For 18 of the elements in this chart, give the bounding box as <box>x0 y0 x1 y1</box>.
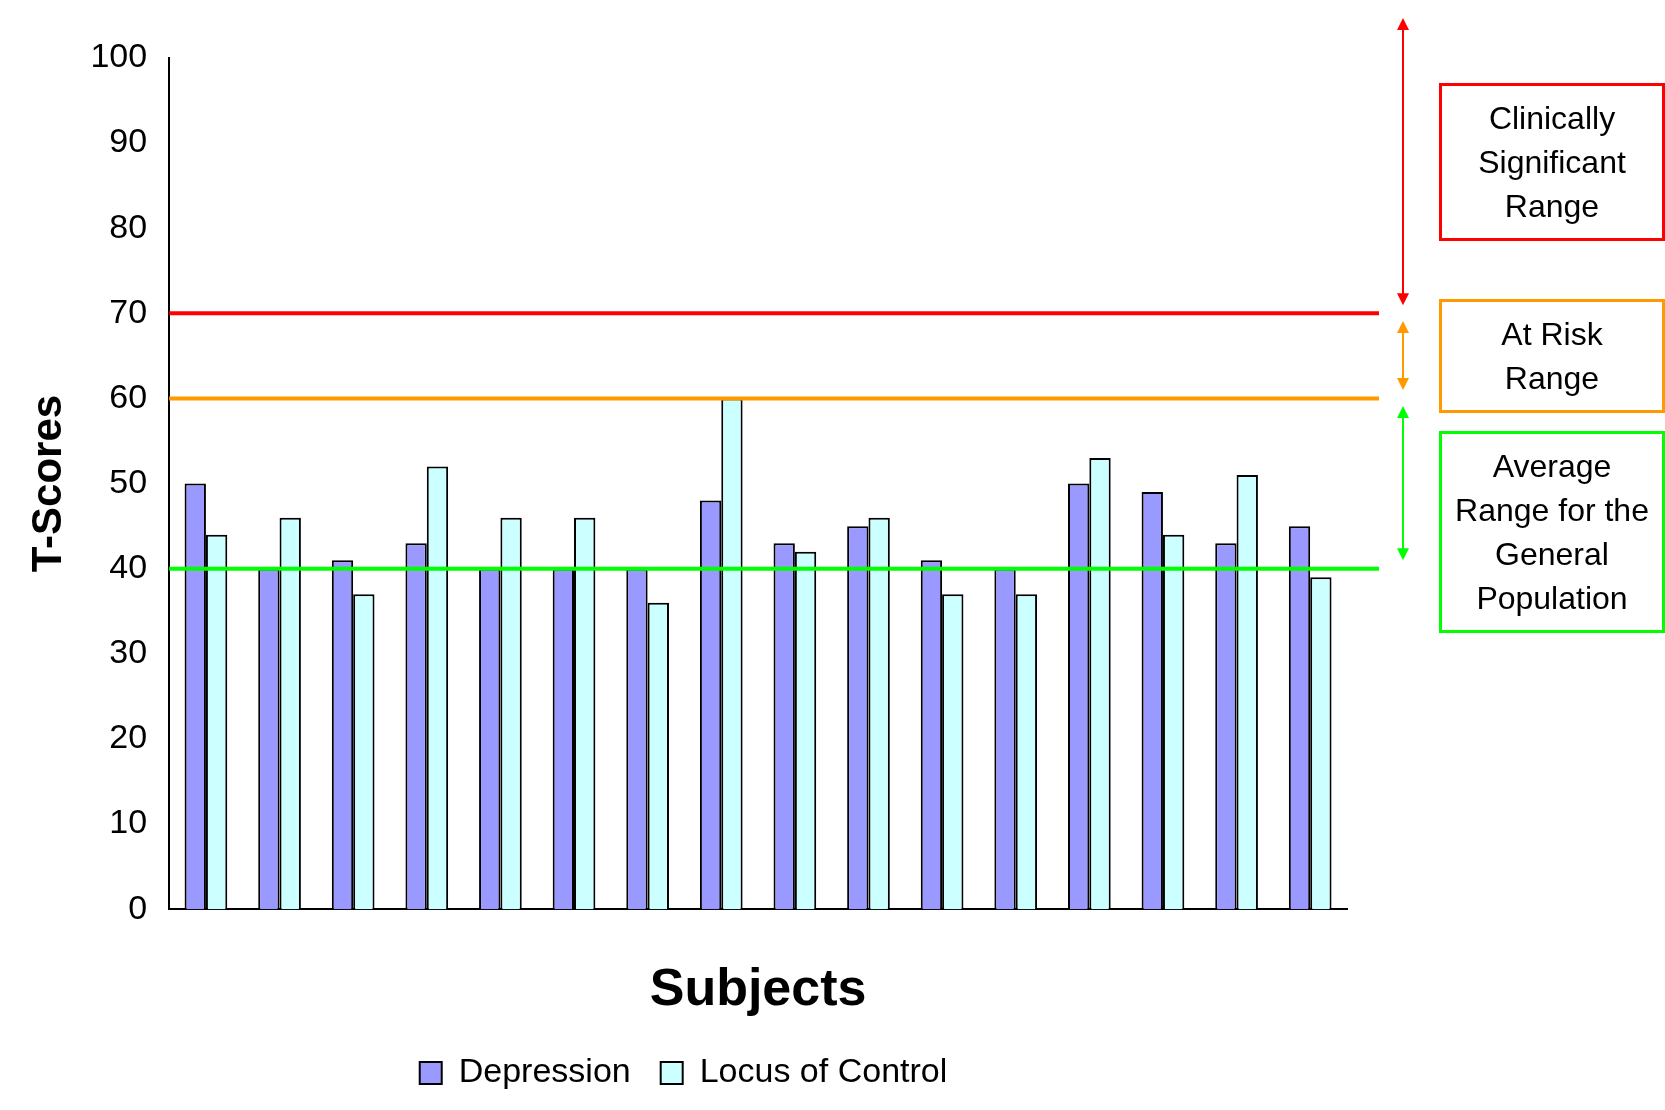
y-tick-label: 60 <box>109 376 148 415</box>
y-tick-label: 20 <box>109 717 148 756</box>
y-tick-label: 100 <box>90 36 148 75</box>
y-tick-label: 10 <box>109 802 148 841</box>
x-axis-title: Subjects <box>649 958 867 1017</box>
y-tick-label: 50 <box>109 461 148 500</box>
legend-label: Locus of Control <box>699 1051 948 1090</box>
text: Average Range for the General Population <box>1439 430 1665 633</box>
text: Clinically Significant Range <box>1439 82 1665 241</box>
text: At Risk Range <box>1439 298 1665 413</box>
y-tick-label: 40 <box>109 547 148 586</box>
y-tick-label: 90 <box>109 121 148 160</box>
y-tick-label: 80 <box>109 206 148 245</box>
y-tick-label: 0 <box>128 887 148 926</box>
y-axis-title: T-Scores <box>22 394 70 573</box>
y-tick-label: 70 <box>109 291 148 330</box>
y-tick-label: 30 <box>109 632 148 671</box>
legend-label: Depression <box>458 1051 631 1090</box>
